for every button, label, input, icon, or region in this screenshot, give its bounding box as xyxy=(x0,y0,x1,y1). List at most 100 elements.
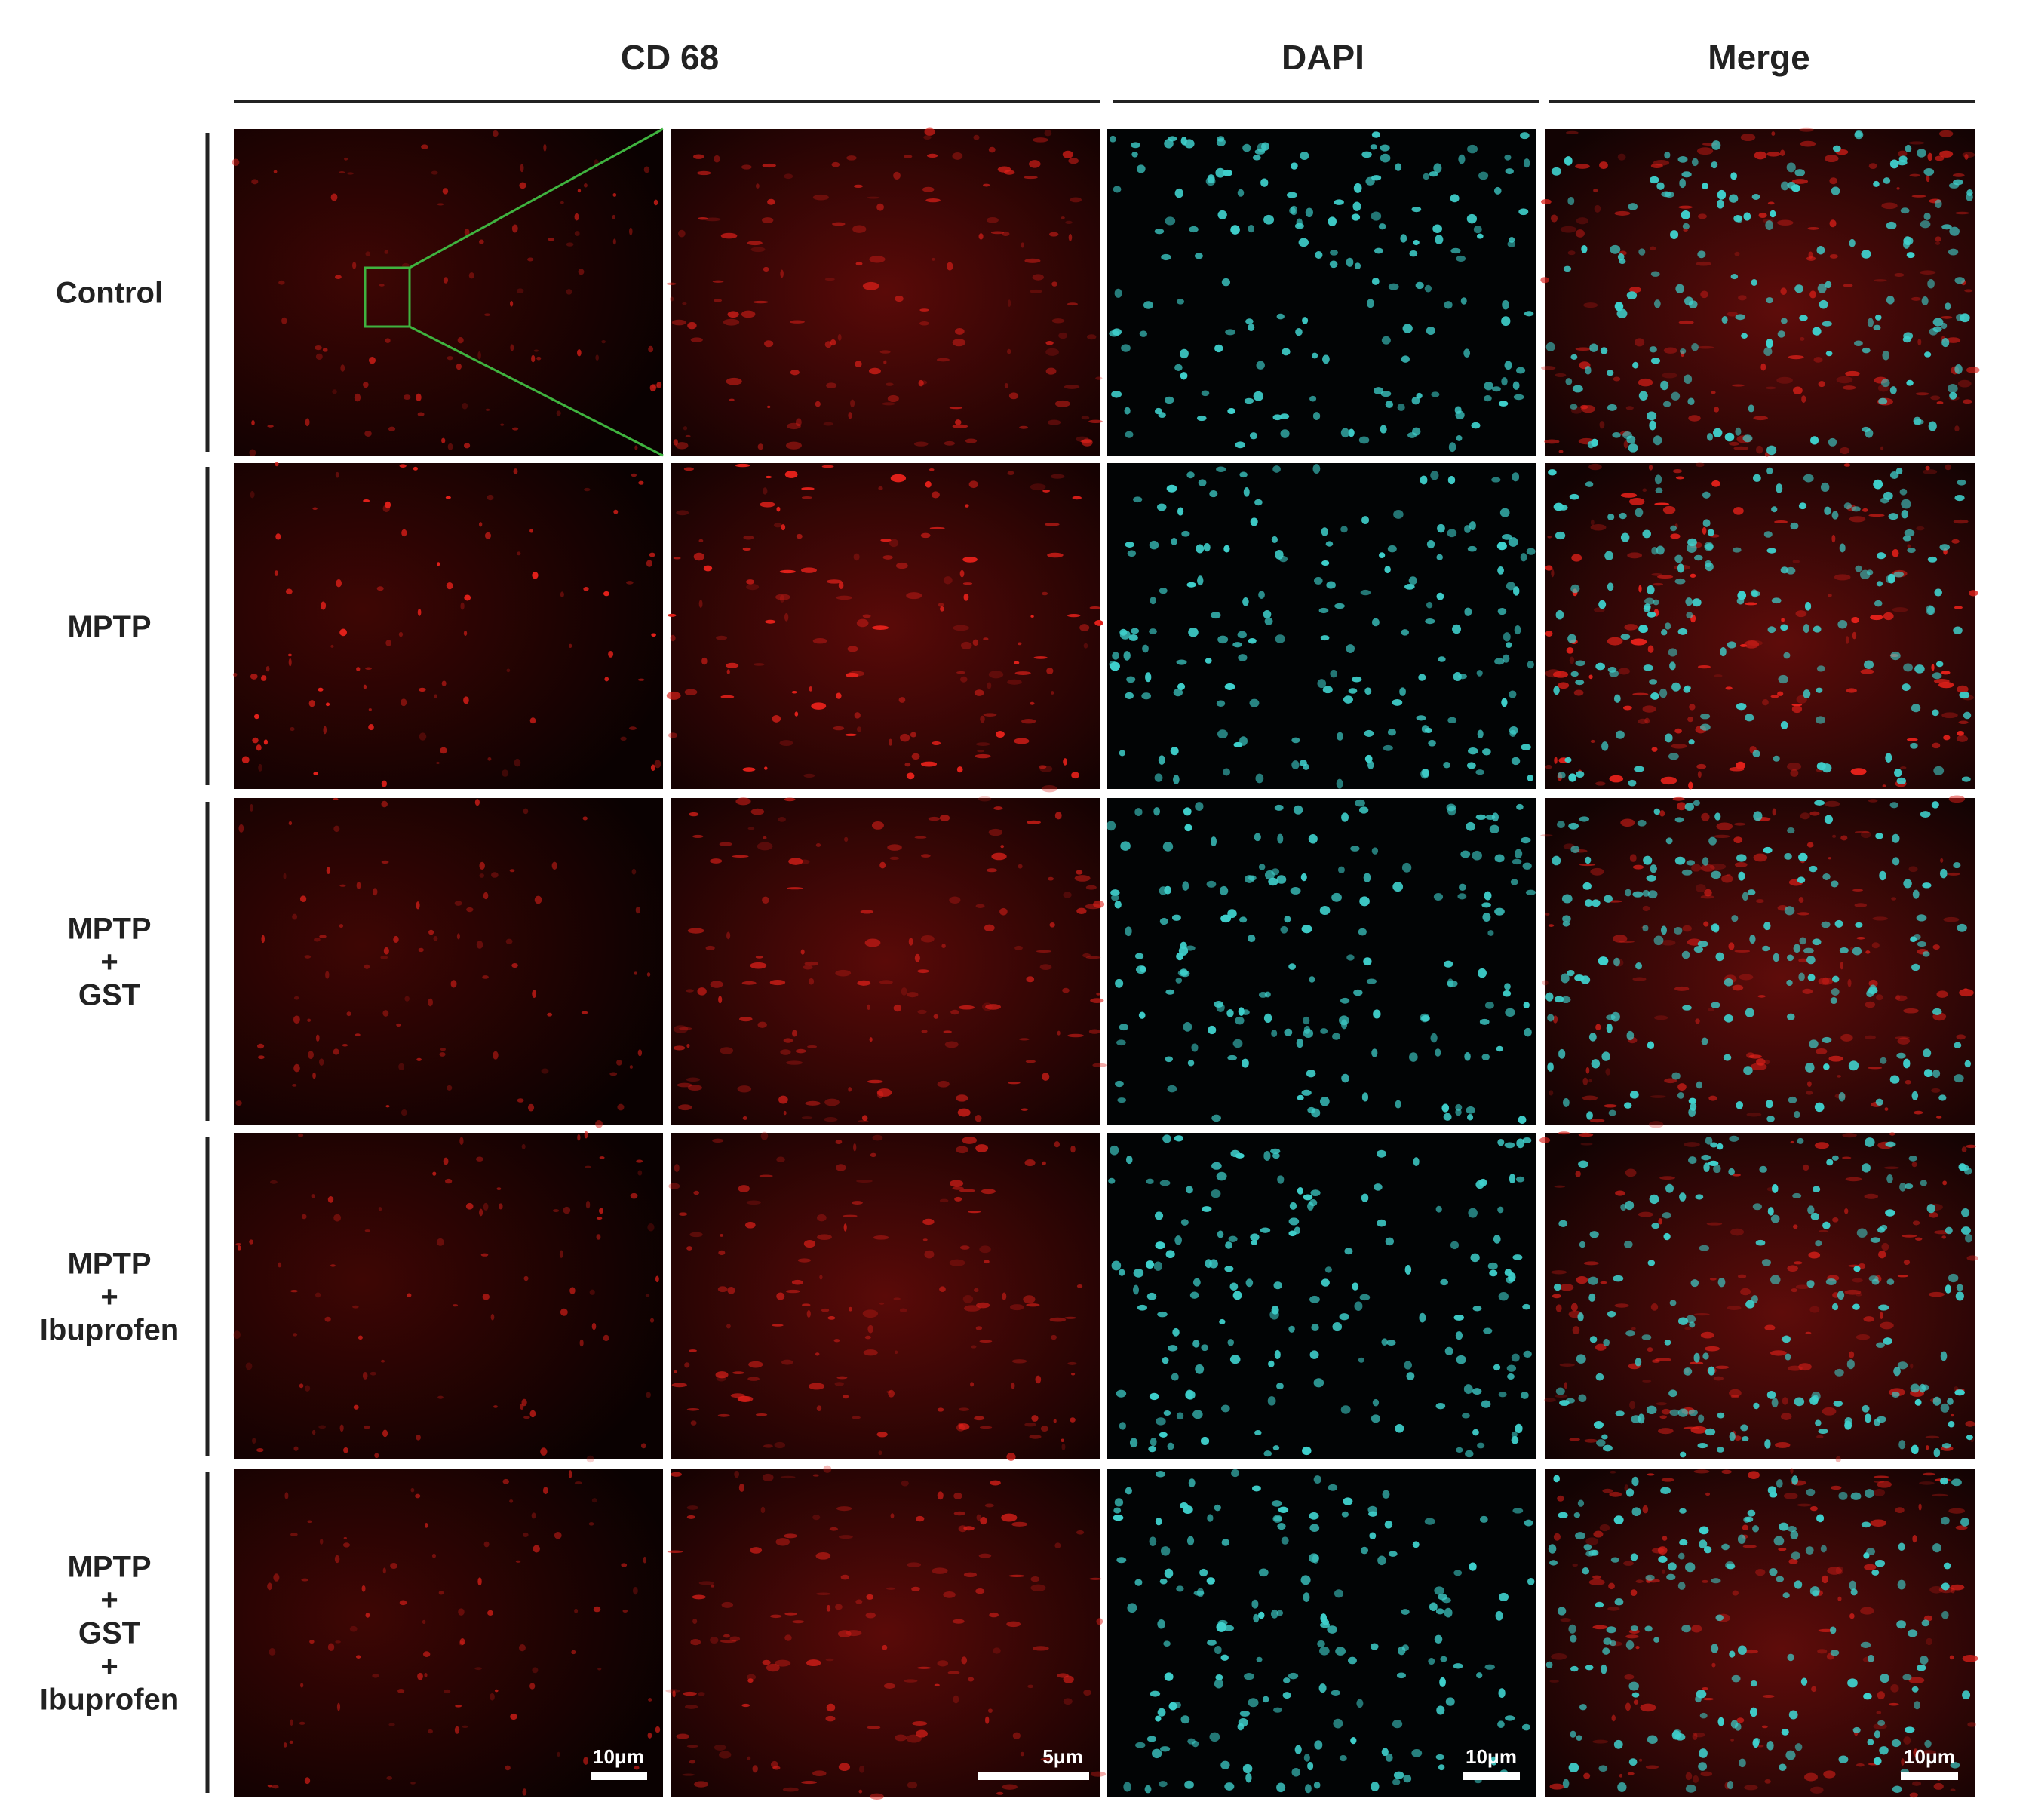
red-signal xyxy=(510,344,514,351)
red-signal xyxy=(747,1756,751,1760)
nucleus xyxy=(1481,1054,1490,1060)
red-signal xyxy=(233,1330,241,1340)
red-signal xyxy=(463,696,469,704)
red-signal xyxy=(795,418,802,427)
red-signal xyxy=(705,945,715,951)
red-signal xyxy=(1873,1475,1889,1478)
nucleus xyxy=(1424,1518,1435,1525)
red-signal xyxy=(714,155,720,163)
nucleus xyxy=(1231,1469,1240,1478)
red-signal xyxy=(1956,1034,1966,1040)
nucleus xyxy=(1455,1103,1463,1111)
red-signal xyxy=(848,412,852,419)
nucleus xyxy=(1245,1772,1252,1783)
red-signal xyxy=(1896,187,1900,190)
red-signal xyxy=(939,1198,949,1203)
red-signal xyxy=(1842,1156,1852,1159)
red-signal xyxy=(1007,471,1014,475)
red-signal xyxy=(752,1765,758,1773)
red-signal xyxy=(1721,875,1733,883)
red-signal xyxy=(574,231,580,236)
nucleus xyxy=(1229,1282,1239,1291)
red-signal xyxy=(436,761,440,765)
red-signal xyxy=(1657,575,1674,579)
nucleus xyxy=(1409,250,1418,257)
red-signal xyxy=(1558,682,1570,689)
nucleus xyxy=(1170,747,1179,756)
red-signal xyxy=(826,382,837,388)
red-signal xyxy=(1570,1303,1578,1312)
nucleus xyxy=(1731,915,1739,922)
red-signal xyxy=(887,394,899,403)
red-signal xyxy=(1903,1008,1919,1014)
nucleus xyxy=(1614,1597,1624,1606)
nucleus xyxy=(1625,1488,1635,1497)
nucleus xyxy=(1810,1212,1820,1220)
nucleus xyxy=(1173,1702,1182,1708)
red-signal xyxy=(1088,419,1103,423)
nucleus xyxy=(1502,534,1512,540)
nucleus xyxy=(1570,671,1579,677)
nucleus xyxy=(1807,974,1816,981)
red-signal xyxy=(319,935,327,938)
red-signal xyxy=(1584,1438,1598,1443)
scale-bar xyxy=(591,1772,647,1780)
red-signal xyxy=(1634,338,1645,347)
nucleus xyxy=(1589,1231,1599,1238)
nucleus xyxy=(1770,1214,1780,1223)
nucleus xyxy=(1588,1276,1598,1285)
red-signal xyxy=(583,1757,588,1765)
nucleus xyxy=(1214,1504,1221,1512)
red-signal xyxy=(726,662,739,668)
red-signal xyxy=(1663,347,1677,354)
nucleus xyxy=(1575,660,1585,667)
red-signal xyxy=(837,1630,852,1638)
red-signal xyxy=(292,1083,297,1087)
nucleus xyxy=(1214,344,1223,353)
nucleus xyxy=(1787,827,1795,834)
nucleus xyxy=(1749,935,1756,944)
red-signal xyxy=(292,913,298,920)
nucleus xyxy=(1834,1368,1844,1377)
nucleus xyxy=(1935,199,1942,209)
nucleus xyxy=(1277,1175,1285,1184)
red-signal xyxy=(1042,591,1048,596)
nucleus xyxy=(1206,1577,1215,1585)
nucleus xyxy=(1484,382,1493,391)
red-signal xyxy=(1063,758,1067,766)
red-signal xyxy=(846,1630,862,1637)
red-signal xyxy=(962,557,978,563)
red-signal xyxy=(957,1108,971,1117)
nucleus xyxy=(1289,207,1296,214)
nucleus xyxy=(1714,812,1721,821)
nucleus xyxy=(1628,1681,1639,1691)
red-signal xyxy=(1053,1419,1057,1423)
nucleus xyxy=(1905,144,1912,153)
nucleus xyxy=(1255,773,1264,784)
nucleus xyxy=(1303,1025,1311,1034)
nucleus xyxy=(1252,1485,1261,1492)
nucleus xyxy=(1469,521,1476,530)
nucleus xyxy=(1110,1145,1119,1156)
red-signal xyxy=(372,888,378,896)
red-signal xyxy=(809,1383,825,1390)
red-signal xyxy=(1042,1073,1050,1081)
red-signal xyxy=(1008,299,1011,308)
red-signal xyxy=(801,1116,813,1119)
red-signal xyxy=(776,1292,785,1300)
nucleus xyxy=(1766,548,1777,554)
nucleus xyxy=(1615,730,1625,739)
red-signal xyxy=(956,1094,968,1102)
red-signal xyxy=(1698,213,1707,219)
nucleus xyxy=(1499,1592,1509,1601)
nucleus xyxy=(1238,654,1248,661)
red-signal xyxy=(1864,1193,1879,1199)
nucleus xyxy=(1638,391,1648,401)
red-signal xyxy=(1560,1284,1574,1291)
nucleus xyxy=(1466,821,1475,831)
red-signal xyxy=(838,1535,853,1539)
nucleus xyxy=(1320,1028,1328,1034)
red-signal xyxy=(890,1513,895,1519)
column-headers: CD 68 DAPI Merge xyxy=(234,38,1975,103)
red-signal xyxy=(959,1245,970,1250)
